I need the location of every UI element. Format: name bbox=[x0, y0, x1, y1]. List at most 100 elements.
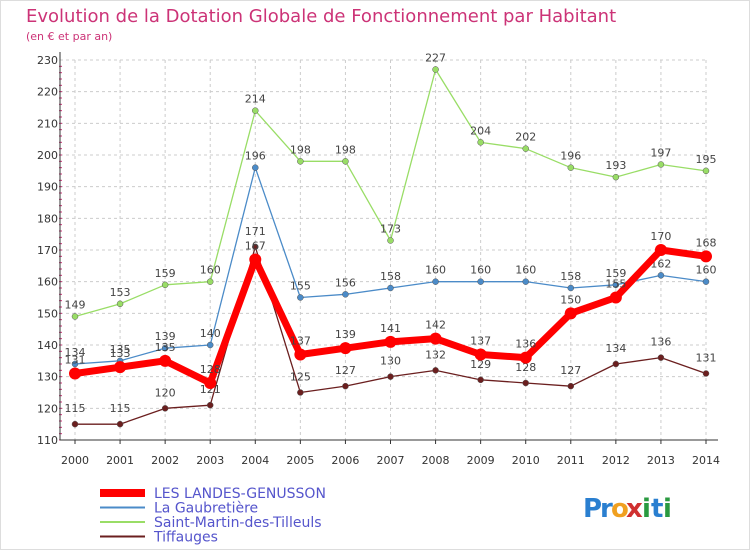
data-label-1: 160 bbox=[696, 264, 717, 277]
data-point-2 bbox=[161, 281, 169, 289]
x-tick-label: 2004 bbox=[241, 454, 269, 467]
data-label-2: 198 bbox=[335, 143, 356, 156]
data-point-2 bbox=[477, 139, 484, 146]
data-point-3 bbox=[702, 370, 710, 377]
data-point-1 bbox=[477, 278, 484, 285]
data-point-3 bbox=[161, 405, 169, 412]
y-tick-label: 150 bbox=[37, 307, 58, 320]
data-point-0 bbox=[654, 244, 667, 256]
data-point-0 bbox=[159, 354, 172, 367]
chart-subtitle: (en € et par an) bbox=[26, 30, 112, 43]
data-label-1: 155 bbox=[290, 280, 311, 293]
data-label-0: 141 bbox=[380, 322, 401, 335]
data-label-1: 158 bbox=[560, 270, 581, 283]
data-point-3 bbox=[432, 367, 439, 374]
data-point-3 bbox=[206, 401, 214, 409]
logo-letter: P bbox=[583, 494, 602, 524]
data-label-1: 160 bbox=[425, 264, 446, 277]
x-tick-label: 2005 bbox=[286, 454, 314, 467]
data-label-3: 128 bbox=[515, 361, 536, 374]
data-label-0: 142 bbox=[425, 319, 446, 332]
data-point-0 bbox=[294, 348, 307, 361]
data-label-0: 136 bbox=[515, 338, 536, 351]
x-tick-label: 2000 bbox=[61, 454, 89, 467]
data-label-2: 173 bbox=[380, 223, 401, 236]
data-label-0: 170 bbox=[650, 230, 671, 243]
data-label-0: 131 bbox=[65, 354, 86, 367]
legend-label: LES LANDES-GENUSSON bbox=[154, 486, 326, 502]
data-point-0 bbox=[339, 342, 352, 355]
data-label-1: 140 bbox=[200, 327, 221, 340]
data-point-2 bbox=[206, 278, 214, 285]
x-tick-label: 2002 bbox=[151, 454, 179, 467]
data-label-0: 137 bbox=[470, 335, 491, 348]
y-tick-label: 140 bbox=[37, 339, 58, 352]
data-point-2 bbox=[116, 300, 124, 308]
data-label-2: 196 bbox=[560, 150, 581, 163]
data-label-3: 131 bbox=[696, 352, 717, 365]
data-label-1: 134 bbox=[65, 346, 86, 359]
data-point-1 bbox=[567, 284, 575, 292]
y-tick-label: 110 bbox=[37, 434, 58, 447]
logo-letter: r bbox=[600, 494, 613, 524]
data-label-3: 132 bbox=[425, 348, 446, 361]
x-tick-label: 2006 bbox=[331, 454, 359, 467]
data-label-0: 139 bbox=[335, 328, 356, 341]
logo-letter: o bbox=[611, 494, 629, 524]
x-tick-label: 2008 bbox=[422, 454, 450, 467]
x-tick-label: 2012 bbox=[602, 454, 630, 467]
data-point-2 bbox=[702, 167, 710, 175]
chart-title: Evolution de la Dotation Globale de Fonc… bbox=[26, 6, 616, 27]
legend-label: La Gaubretière bbox=[154, 501, 258, 517]
data-point-3 bbox=[522, 379, 529, 387]
data-point-1 bbox=[252, 164, 259, 171]
y-tick-label: 120 bbox=[37, 402, 58, 415]
y-tick-label: 170 bbox=[37, 244, 58, 257]
data-point-1 bbox=[522, 278, 529, 285]
data-label-3: 129 bbox=[470, 358, 491, 371]
data-label-1: 196 bbox=[245, 150, 266, 163]
data-point-3 bbox=[657, 354, 665, 361]
logo-letter: t bbox=[651, 494, 663, 524]
data-label-2: 214 bbox=[245, 93, 266, 106]
data-label-3: 121 bbox=[200, 383, 221, 396]
data-point-3 bbox=[252, 243, 259, 251]
data-label-2: 195 bbox=[696, 153, 717, 166]
data-label-1: 158 bbox=[380, 270, 401, 283]
data-label-2: 202 bbox=[515, 131, 536, 144]
data-label-2: 193 bbox=[605, 159, 626, 172]
data-label-3: 127 bbox=[560, 364, 581, 377]
data-point-2 bbox=[297, 158, 304, 165]
x-tick-label: 2003 bbox=[196, 454, 224, 467]
data-point-0 bbox=[204, 377, 217, 389]
data-label-3: 130 bbox=[380, 355, 401, 368]
x-tick-label: 2011 bbox=[557, 454, 585, 467]
x-tick-label: 2009 bbox=[467, 454, 495, 467]
y-tick-label: 190 bbox=[37, 181, 58, 194]
data-label-3: 115 bbox=[65, 402, 86, 415]
data-label-0: 168 bbox=[696, 236, 717, 249]
data-point-1 bbox=[161, 344, 169, 352]
x-tick-label: 2014 bbox=[692, 454, 720, 467]
data-label-1: 160 bbox=[515, 264, 536, 277]
data-label-1: 135 bbox=[110, 343, 131, 356]
y-tick-label: 200 bbox=[37, 149, 58, 162]
data-point-1 bbox=[612, 281, 620, 289]
data-point-0 bbox=[69, 367, 81, 380]
data-point-2 bbox=[342, 158, 349, 165]
data-point-2 bbox=[432, 66, 439, 73]
data-point-0 bbox=[384, 335, 397, 348]
data-label-2: 197 bbox=[650, 147, 671, 160]
x-tick-label: 2013 bbox=[647, 454, 675, 467]
data-point-2 bbox=[522, 145, 529, 152]
data-label-2: 149 bbox=[65, 299, 86, 312]
data-label-2: 160 bbox=[200, 264, 221, 277]
y-tick-label: 160 bbox=[37, 276, 58, 289]
data-label-3: 120 bbox=[155, 386, 176, 399]
data-point-3 bbox=[297, 389, 304, 396]
data-point-0 bbox=[700, 250, 712, 263]
data-label-0: 137 bbox=[290, 335, 311, 348]
data-point-3 bbox=[342, 382, 349, 390]
